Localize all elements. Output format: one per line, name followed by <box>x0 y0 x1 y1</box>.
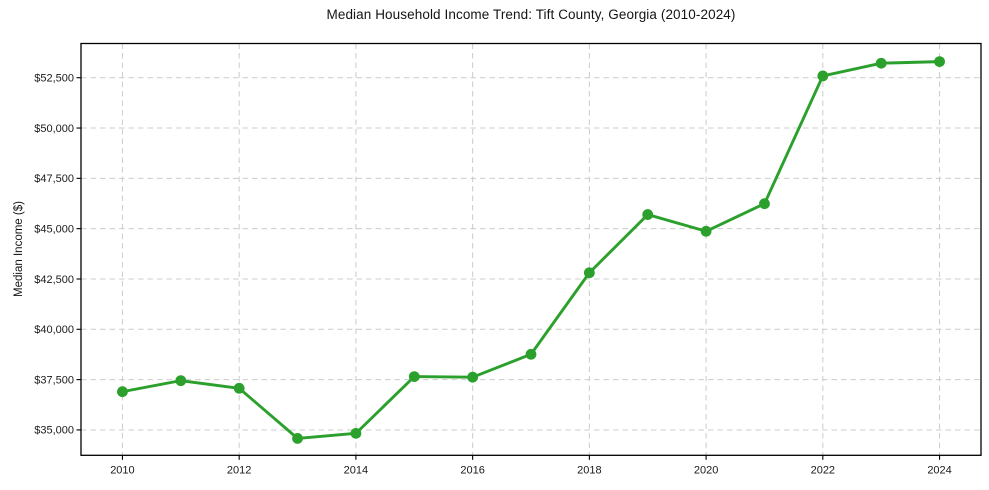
chart-title: Median Household Income Trend: Tift Coun… <box>326 7 736 22</box>
x-tick-label: 2012 <box>227 464 251 476</box>
data-point-2013 <box>292 432 303 444</box>
y-tick-label: $42,500 <box>34 274 74 286</box>
x-tick-label: 2016 <box>460 464 484 476</box>
data-point-2022 <box>817 70 829 82</box>
y-tick-label: $35,000 <box>34 425 74 437</box>
data-point-2024 <box>934 56 945 68</box>
data-point-2015 <box>408 371 420 383</box>
data-point-2014 <box>350 427 362 439</box>
data-point-2018 <box>583 267 595 279</box>
y-tick-label: $40,000 <box>34 324 74 336</box>
x-tick-label: 2018 <box>577 464 601 476</box>
plot-border <box>80 42 982 456</box>
data-point-2017 <box>525 348 537 360</box>
x-tick-label: 2014 <box>344 464 368 476</box>
data-point-2012 <box>233 382 245 394</box>
data-point-2019 <box>642 209 654 220</box>
data-point-2021 <box>759 198 770 210</box>
y-tick-label: $45,000 <box>34 223 74 235</box>
y-tick-label: $37,500 <box>34 374 74 386</box>
data-point-2010 <box>117 386 128 398</box>
data-point-2011 <box>175 375 187 387</box>
y-tick-label: $52,500 <box>34 73 74 85</box>
x-tick-label: 2024 <box>927 464 951 476</box>
x-tick-label: 2020 <box>694 464 718 476</box>
y-tick-label: $50,000 <box>34 123 74 135</box>
trend-line <box>120 60 942 440</box>
x-tick-label: 2010 <box>110 464 134 476</box>
data-point-2020 <box>700 225 712 237</box>
data-point-2016 <box>467 371 479 383</box>
y-tick-label: $47,500 <box>34 173 74 185</box>
data-point-2023 <box>875 57 887 69</box>
x-tick-label: 2022 <box>811 464 835 476</box>
